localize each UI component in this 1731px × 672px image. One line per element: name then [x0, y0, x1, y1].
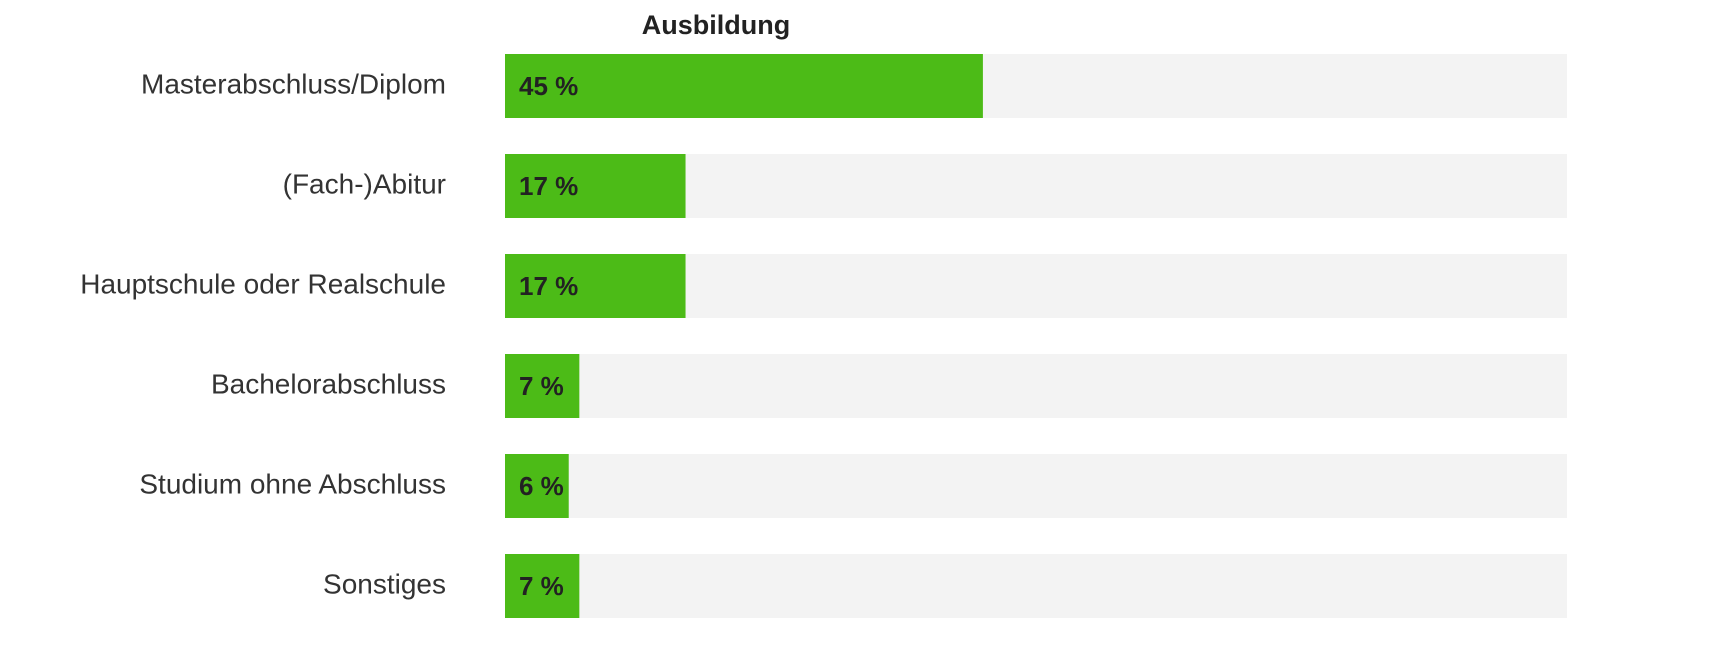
value-label: 7 % [519, 571, 564, 601]
category-label: Bachelorabschluss [211, 368, 446, 399]
category-label: (Fach-)Abitur [283, 168, 446, 199]
bar [505, 554, 580, 618]
bar [505, 54, 983, 118]
bar [505, 154, 686, 218]
category-label: Masterabschluss/Diplom [141, 68, 446, 99]
value-label: 17 % [519, 171, 578, 201]
value-label: 45 % [519, 71, 578, 101]
bar-track [505, 454, 1567, 518]
chart-title: Ausbildung [642, 10, 790, 40]
bar-track [505, 554, 1567, 618]
value-label: 7 % [519, 371, 564, 401]
bar-track [505, 354, 1567, 418]
bar [505, 454, 569, 518]
bar [505, 354, 580, 418]
value-label: 6 % [519, 471, 564, 501]
value-label: 17 % [519, 271, 578, 301]
bar [505, 254, 686, 318]
category-label: Sonstiges [323, 568, 446, 599]
category-label: Hauptschule oder Realschule [80, 268, 446, 299]
category-label: Studium ohne Abschluss [139, 468, 446, 499]
